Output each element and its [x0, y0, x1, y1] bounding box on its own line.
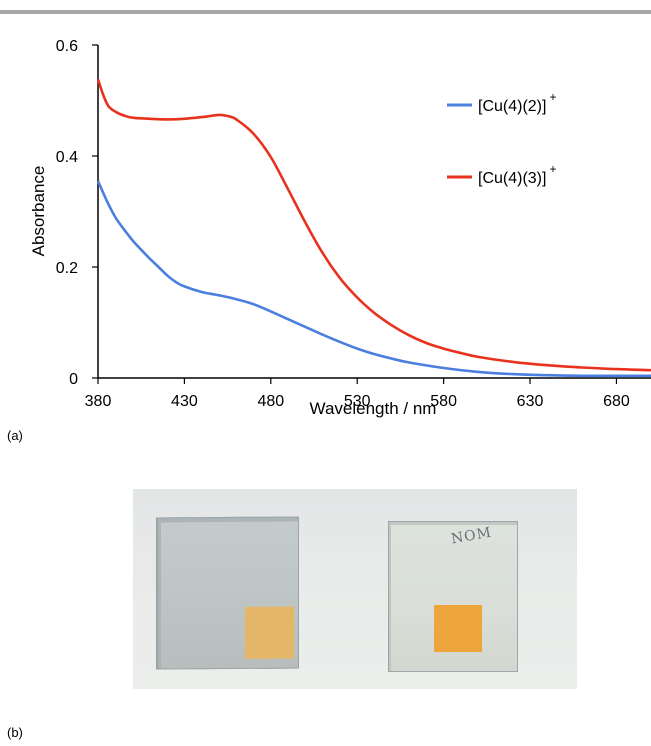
series-line-1 — [96, 180, 651, 378]
y-tick-label: 0.4 — [56, 149, 78, 166]
y-tick-label: 0 — [69, 371, 78, 388]
x-tick-label: 530 — [344, 393, 371, 410]
legend-superscript-2: + — [549, 162, 556, 176]
film-square-left — [245, 606, 294, 659]
glass-slide-right: NOM — [388, 521, 518, 672]
chart-axes — [97, 45, 651, 379]
chart-legend: [Cu(4)(2)]+[Cu(4)(3)]+ — [447, 90, 556, 187]
handwritten-label: NOM — [449, 524, 494, 548]
x-tick-label: 630 — [517, 393, 544, 410]
y-tick-label: 0.2 — [56, 260, 78, 277]
sample-photo: NOM — [133, 489, 577, 689]
absorbance-chart: 0 0.2 0.4 0.6 380 430 480 530 580 630 680 [Cu(4)(2… — [29, 38, 651, 418]
chart-series — [96, 78, 651, 378]
y-tick-label: 0.6 — [56, 38, 78, 55]
panel-label-b: (b) — [7, 725, 23, 740]
series-line-2 — [96, 78, 651, 372]
top-divider — [0, 10, 651, 14]
chart-ticks: 0 0.2 0.4 0.6 380 430 480 530 580 630 680 — [56, 38, 630, 410]
x-axis-title: Wavelength / nm — [310, 399, 437, 418]
x-tick-label: 580 — [430, 393, 457, 410]
glass-slide-left — [157, 516, 299, 670]
x-tick-label: 680 — [603, 393, 630, 410]
y-axis-title: Absorbance — [29, 166, 48, 257]
x-tick-label: 430 — [171, 393, 198, 410]
legend-superscript-1: + — [549, 90, 556, 104]
x-tick-label: 380 — [85, 393, 112, 410]
x-tick-label: 480 — [257, 393, 284, 410]
panel-label-a: (a) — [7, 428, 23, 443]
film-square-right — [434, 605, 482, 652]
legend-label-1: [Cu(4)(2)] — [478, 98, 546, 115]
legend-label-2: [Cu(4)(3)] — [478, 170, 546, 187]
